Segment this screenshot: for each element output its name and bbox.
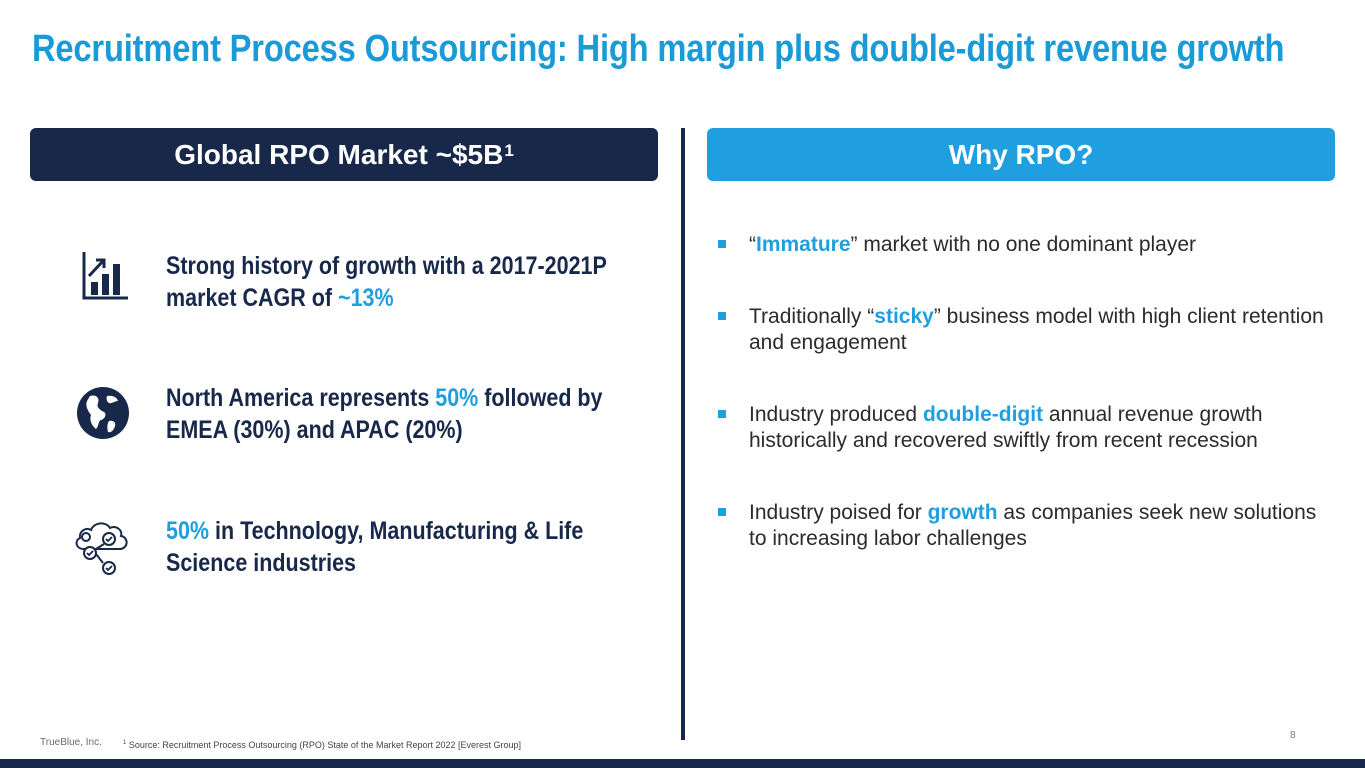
bullet-text: as companies seek new solutions to incre… bbox=[749, 501, 1317, 550]
banner-right-text: Why RPO? bbox=[948, 138, 1094, 170]
bullet-text: Traditionally “ bbox=[749, 305, 875, 328]
bullet-text: Industry produced bbox=[749, 403, 923, 426]
company-name: TrueBlue, Inc. bbox=[40, 737, 102, 748]
bullet-square-icon bbox=[718, 508, 726, 516]
footer-bar bbox=[0, 759, 1365, 768]
page-title: Recruitment Process Outsourcing: High ma… bbox=[32, 28, 1285, 70]
regional-share-text: North America represents 50% followed by… bbox=[166, 382, 613, 446]
growth-history-text: Strong history of growth with a 2017-202… bbox=[166, 250, 613, 314]
growth-chart-icon bbox=[82, 252, 128, 300]
why-rpo-banner: Why RPO? bbox=[707, 128, 1335, 181]
bullet-text: ” business model with high client retent… bbox=[749, 305, 1324, 354]
bullet-square-icon bbox=[718, 410, 726, 418]
bullet-highlight: double-digit bbox=[922, 403, 1044, 426]
globe-icon bbox=[77, 387, 129, 439]
industry-share-highlight: 50% bbox=[166, 517, 210, 545]
bullet-highlight: sticky bbox=[874, 305, 934, 328]
page-number: 8 bbox=[1290, 730, 1296, 741]
industry-text-suffix: in Technology, Manufacturing & Life Scie… bbox=[166, 517, 584, 577]
bullet-square-icon bbox=[718, 240, 726, 248]
bullet-highlight: growth bbox=[927, 501, 998, 524]
bullet-text: “ bbox=[749, 233, 756, 256]
bullet-square-icon bbox=[718, 312, 726, 320]
north-america-share-highlight: 50% bbox=[435, 384, 479, 412]
bullet-text: Industry poised for bbox=[749, 501, 928, 524]
footnote-mark: 1 bbox=[123, 740, 127, 746]
bullet-text: ” market with no one dominant player bbox=[850, 233, 1197, 256]
banner-footnote-mark: 1 bbox=[504, 140, 514, 160]
growth-cagr-highlight: ~13% bbox=[338, 284, 394, 312]
global-rpo-market-banner: Global RPO Market ~$5B 1 bbox=[30, 128, 658, 181]
source-footnote: 1 Source: Recruitment Process Outsourcin… bbox=[123, 740, 521, 750]
cloud-network-icon bbox=[75, 522, 128, 575]
industry-share-text: 50% in Technology, Manufacturing & Life … bbox=[166, 515, 613, 579]
bullet-text: annual revenue growth historically and r… bbox=[749, 403, 1263, 452]
footnote-text: Source: Recruitment Process Outsourcing … bbox=[126, 740, 522, 750]
growth-text-prefix: Strong history of growth with a 2017-202… bbox=[166, 252, 607, 312]
regional-text-suffix: followed by EMEA (30%) and APAC (20%) bbox=[166, 384, 603, 444]
banner-left-text: Global RPO Market ~$5B bbox=[174, 138, 504, 170]
vertical-divider bbox=[681, 128, 685, 740]
regional-text-prefix: North America represents bbox=[166, 384, 436, 412]
bullet-highlight: Immature bbox=[756, 233, 851, 256]
